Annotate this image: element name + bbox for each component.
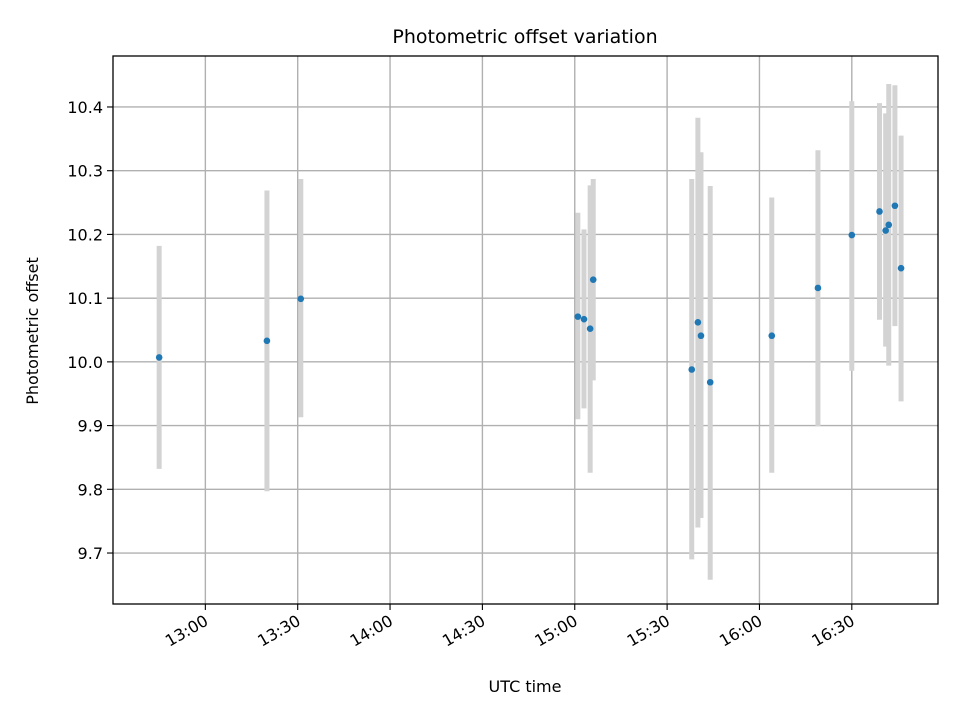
data-point [155,354,163,361]
data-point [297,295,305,303]
x-axis-label: UTC time [489,677,562,696]
y-tick-label: 9.9 [78,417,103,436]
data-point [876,208,883,215]
y-axis-label: Photometric offset [23,257,42,405]
data-point [882,227,889,234]
data-point [574,313,582,320]
data-point [814,284,822,292]
data-point [768,332,776,340]
data-point [848,231,856,239]
data-point [580,315,588,323]
y-axis-ticks: 9.7 9.8 9.9 10.0 10.1 10.2 10.3 10.4 [67,98,113,563]
data-point [694,319,702,326]
y-tick-label: 10.1 [67,289,103,308]
y-tick-label: 10.0 [67,353,103,372]
y-tick-label: 10.3 [67,162,103,181]
y-tick-label: 10.2 [67,225,103,244]
y-tick-label: 10.4 [67,98,103,117]
data-point [589,276,597,283]
data-point [706,378,714,386]
y-tick-label: 9.7 [78,544,103,563]
data-point [697,332,705,340]
data-point [586,325,594,333]
data-point [885,221,893,229]
data-point [688,366,696,373]
chart-title: Photometric offset variation [392,26,657,48]
y-tick-label: 9.8 [78,480,103,499]
data-point [891,202,899,210]
plot-frame [112,55,939,605]
data-point [897,264,905,272]
point-layer [155,202,905,386]
data-point [263,337,271,345]
